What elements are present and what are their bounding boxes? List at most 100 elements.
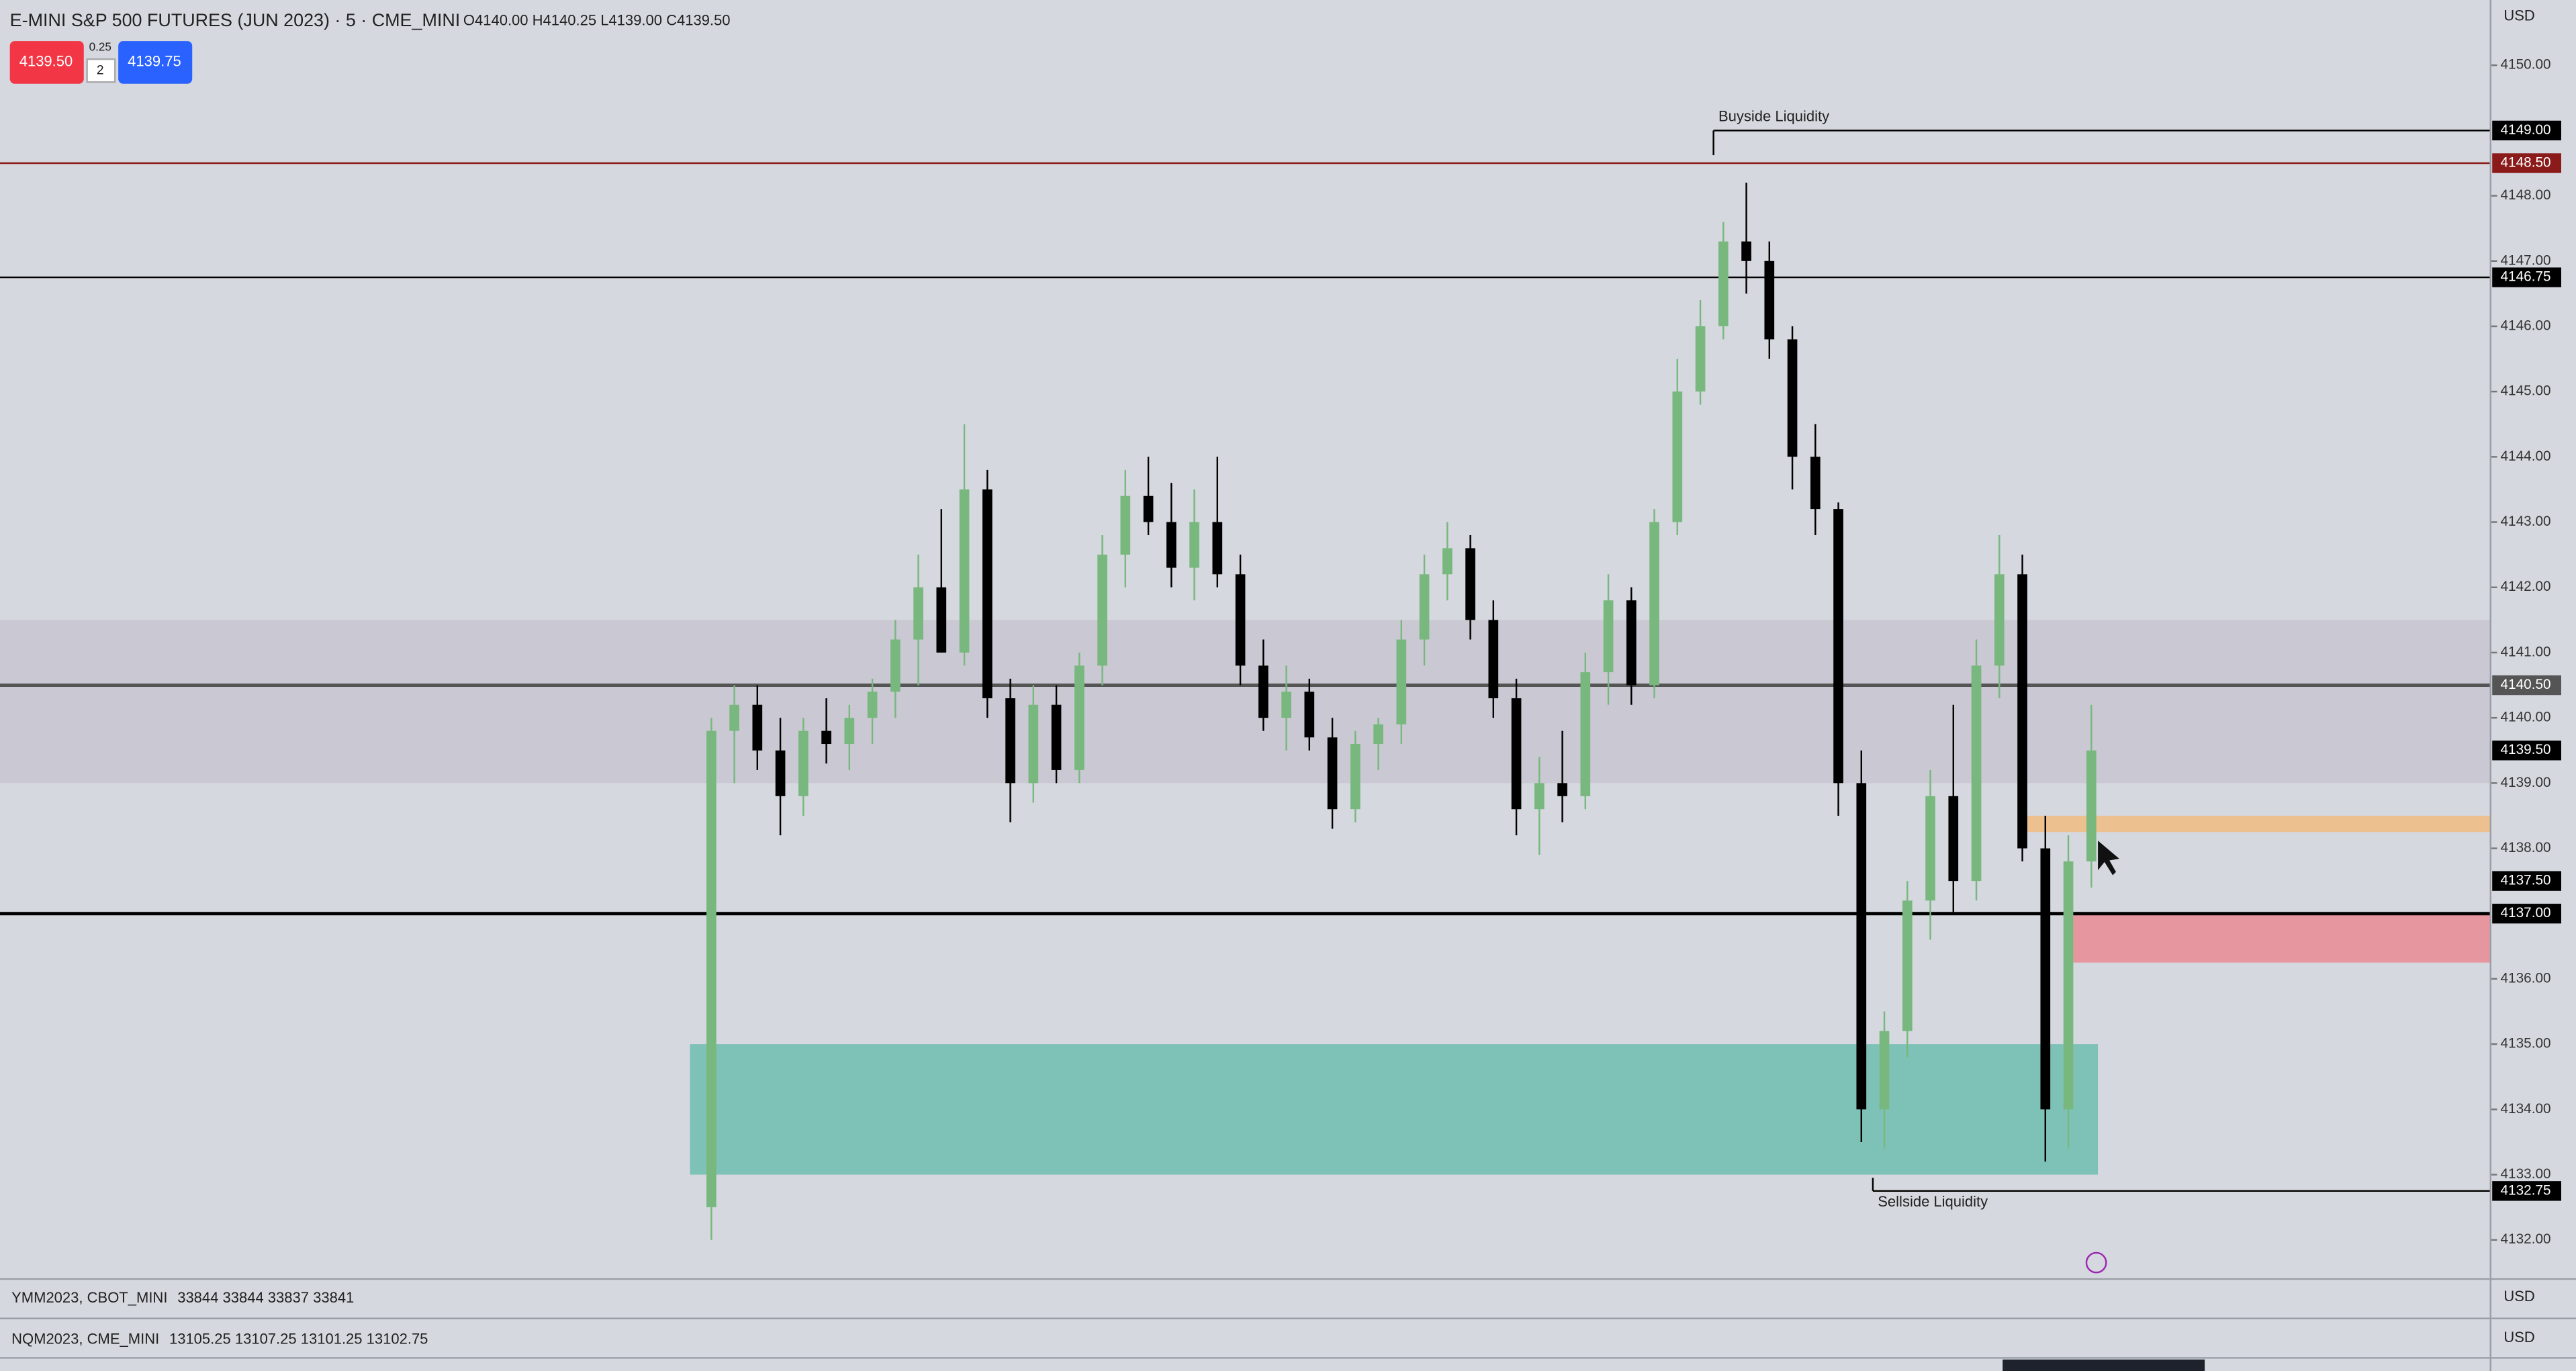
- candle-body: [1373, 724, 1383, 745]
- candle-body: [1879, 1031, 1890, 1110]
- currency[interactable]: USD: [2503, 7, 2534, 23]
- price-label: 4146.75: [2500, 269, 2550, 285]
- candles: [706, 183, 2097, 1240]
- candle-body: [890, 639, 901, 692]
- candle-body: [1994, 574, 2005, 666]
- candle-body: [821, 730, 831, 745]
- pane-values: 33844 33844 33837 33841: [177, 1289, 354, 1306]
- candle-body: [1051, 704, 1062, 770]
- candle-body: [1925, 796, 1935, 901]
- zone: [2024, 815, 2491, 833]
- candle-body: [1166, 522, 1177, 568]
- candle-body: [1097, 555, 1107, 666]
- y-tick-label: 4141.00: [2500, 644, 2550, 659]
- candle-body: [1971, 665, 1982, 882]
- candle-body: [1580, 672, 1591, 796]
- candle-body: [1833, 509, 1843, 784]
- y-tick-label: 4146.00: [2500, 318, 2550, 333]
- y-tick-label: 4145.00: [2500, 383, 2550, 399]
- candle-body: [1120, 495, 1131, 555]
- quantity-box[interactable]: [86, 58, 116, 83]
- candle-body: [1764, 261, 1775, 340]
- price-label: 4137.00: [2500, 905, 2550, 920]
- price-label-box: [2492, 871, 2561, 891]
- candle-body: [1626, 600, 1637, 686]
- candle-body: [1856, 783, 1867, 1110]
- y-tick-label: 4133.00: [2500, 1166, 2550, 1182]
- buy-button[interactable]: [118, 41, 193, 84]
- zone: [2073, 913, 2491, 963]
- buy-price[interactable]: 4139.75: [128, 53, 181, 70]
- quantity[interactable]: 2: [97, 62, 104, 77]
- price-label-box: [2492, 267, 2561, 287]
- candle-body: [1005, 698, 1015, 784]
- sell-price[interactable]: 4139.50: [19, 53, 73, 70]
- price-label: 4139.50: [2500, 742, 2550, 757]
- candle-body: [1143, 495, 1154, 522]
- price-label-box: [2492, 153, 2561, 173]
- price-label: 4148.50: [2500, 154, 2550, 170]
- candle-body: [729, 704, 739, 731]
- pane-values: 13105.25 13107.25 13101.25 13102.75: [169, 1330, 428, 1347]
- candle-body: [1028, 704, 1039, 784]
- candle-body: [1442, 548, 1453, 575]
- pane-symbol: NQM2023, CME_MINI: [11, 1330, 159, 1347]
- candle-body: [2063, 861, 2074, 1110]
- price-label-box: [2492, 741, 2561, 761]
- y-tick-label: 4143.00: [2500, 514, 2550, 529]
- candle-body: [1327, 737, 1338, 810]
- candle-body: [1718, 241, 1729, 326]
- candle-body: [982, 489, 993, 699]
- candle-body: [1235, 574, 1246, 666]
- y-tick-label: 4147.00: [2500, 252, 2550, 268]
- candle-body: [1603, 600, 1614, 673]
- price-label-box: [2492, 1181, 2561, 1201]
- y-tick-label: 4135.00: [2500, 1036, 2550, 1051]
- y-tick-label: 4142.00: [2500, 579, 2550, 594]
- candle-body: [1695, 326, 1706, 392]
- candle-body: [2017, 574, 2027, 849]
- sell-button[interactable]: [9, 41, 84, 84]
- candle-body: [1672, 391, 1683, 522]
- candle-body: [1465, 548, 1475, 620]
- candle-body: [1810, 457, 1821, 510]
- y-tick-label: 4144.00: [2500, 448, 2550, 464]
- y-tick-label: 4148.00: [2500, 187, 2550, 203]
- candle-body: [1948, 796, 1959, 882]
- candle-body: [936, 587, 947, 653]
- price-label-box: [2492, 675, 2561, 696]
- candle-body: [1488, 620, 1499, 699]
- price-label: 4132.75: [2500, 1182, 2550, 1198]
- candle-body: [959, 489, 970, 653]
- candle-body: [752, 704, 763, 751]
- y-tick-label: 4140.00: [2500, 710, 2550, 725]
- candle-body: [1396, 639, 1407, 724]
- price-label-box: [2492, 904, 2561, 924]
- y-tick-label: 4138.00: [2500, 840, 2550, 855]
- candle-body: [1258, 665, 1269, 718]
- pane-symbol: YMM2023, CBOT_MINI: [11, 1289, 167, 1306]
- y-tick-label: 4139.00: [2500, 775, 2550, 790]
- y-tick-label: 4136.00: [2500, 970, 2550, 986]
- toolbar-tab[interactable]: [2003, 1359, 2205, 1371]
- candle-body: [1074, 665, 1085, 770]
- candle-body: [1350, 744, 1361, 810]
- candle-body: [1511, 698, 1522, 810]
- alert-icon[interactable]: [2085, 1251, 2107, 1274]
- cursor: [2098, 841, 2119, 876]
- candle-body: [1281, 692, 1291, 718]
- y-tick-label: 4132.00: [2500, 1231, 2550, 1247]
- level-note: Buyside Liquidity: [1718, 108, 1829, 125]
- candle-body: [1902, 900, 1913, 1031]
- candle-body: [1787, 339, 1798, 457]
- candle-body: [775, 750, 786, 796]
- currency[interactable]: USD: [2503, 1329, 2534, 1345]
- currency[interactable]: USD: [2503, 1288, 2534, 1305]
- candle-body: [1741, 241, 1751, 261]
- candle-body: [1304, 692, 1315, 738]
- candle-body: [1557, 783, 1567, 796]
- candle-body: [1534, 783, 1545, 810]
- price-label: 4137.50: [2500, 873, 2550, 888]
- candle-body: [2040, 848, 2051, 1110]
